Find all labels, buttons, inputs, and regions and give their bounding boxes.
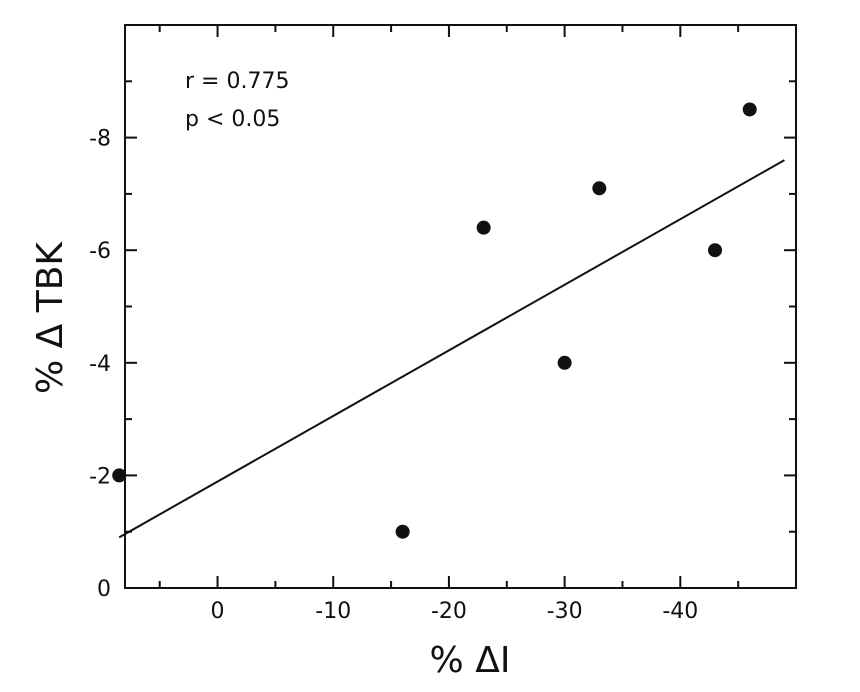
regression-line: [118, 159, 785, 539]
data-points: [112, 102, 757, 539]
y-tick-label: -4: [89, 352, 111, 377]
data-point: [395, 524, 410, 539]
x-tick-label: -30: [547, 599, 583, 624]
y-tick-label: -8: [89, 127, 111, 152]
data-point: [708, 243, 723, 258]
x-axis-title: % ΔI: [430, 640, 511, 681]
y-tick-label: -6: [89, 239, 111, 264]
axis-ticks: [125, 25, 796, 589]
y-axis-title: % Δ TBK: [30, 241, 71, 394]
x-tick-label: -20: [431, 599, 467, 624]
correlation-annotation: r = 0.775: [185, 69, 289, 94]
data-point: [742, 102, 757, 117]
p-value-annotation: p < 0.05: [185, 107, 280, 132]
data-point: [476, 220, 491, 235]
data-point: [112, 468, 127, 483]
tick-labels: 0 -10 -20 -30 -40 0 -2 -4 -6 -8: [89, 127, 698, 624]
data-point: [557, 355, 572, 370]
x-tick-label: 0: [211, 599, 225, 624]
data-point: [592, 181, 607, 196]
y-tick-label: -2: [89, 464, 111, 489]
x-tick-label: -40: [662, 599, 698, 624]
y-tick-label: 0: [97, 577, 111, 602]
x-tick-label: -10: [315, 599, 351, 624]
